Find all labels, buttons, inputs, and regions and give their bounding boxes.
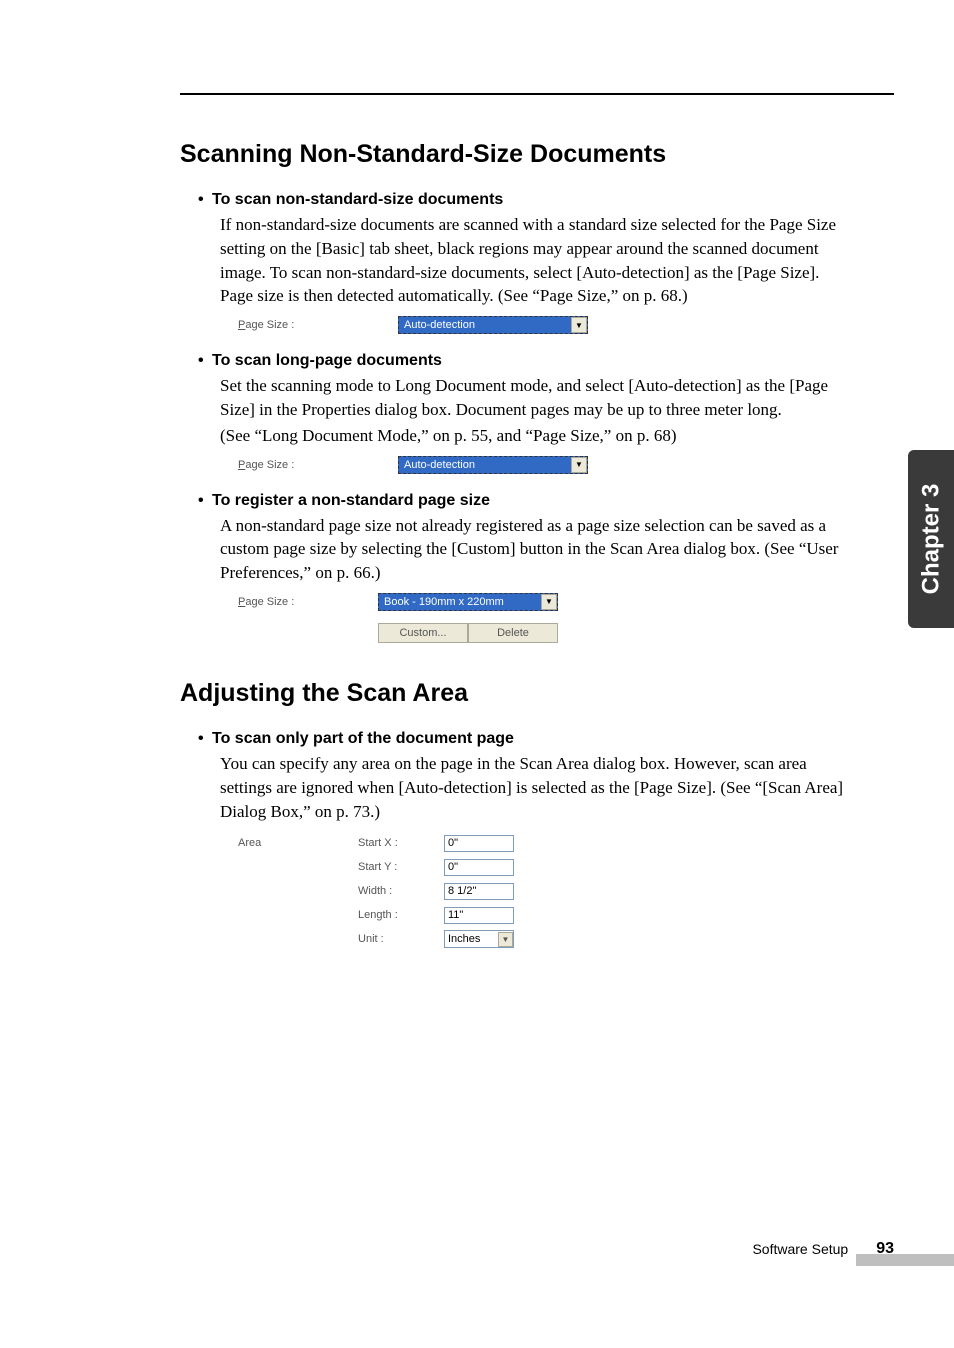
page-size-value-2: Auto-detection <box>399 459 571 471</box>
section2-title: Adjusting the Scan Area <box>180 679 854 708</box>
chevron-down-icon: ▼ <box>498 932 513 947</box>
unit-value: Inches <box>445 933 498 945</box>
width-label: Width : <box>358 885 444 897</box>
bullet-3-body: A non-standard page size not already reg… <box>220 514 854 585</box>
footer-section: Software Setup <box>752 1241 848 1257</box>
delete-button[interactable]: Delete <box>468 623 558 643</box>
page-size-row-3: Page Size : Book - 190mm x 220mm ▼ <box>238 593 854 611</box>
bullet-1-head: •To scan non-standard-size documents <box>198 191 854 209</box>
page-size-value-1: Auto-detection <box>399 319 571 331</box>
startx-input[interactable] <box>444 835 514 852</box>
length-input[interactable] <box>444 907 514 924</box>
bullet-3-head: •To register a non-standard page size <box>198 492 854 510</box>
length-label: Length : <box>358 909 444 921</box>
page-size-label-2: Page Size : <box>238 459 398 471</box>
starty-input[interactable] <box>444 859 514 876</box>
page-size-value-3: Book - 190mm x 220mm <box>379 596 541 608</box>
custom-delete-row: Custom... Delete <box>378 623 558 643</box>
starty-label: Start Y : <box>358 861 444 873</box>
page-size-dropdown-1[interactable]: Auto-detection ▼ <box>398 316 588 334</box>
custom-button[interactable]: Custom... <box>378 623 468 643</box>
bullet-2-head-text: To scan long-page documents <box>212 352 442 369</box>
area-row-startx: Area Start X : <box>238 831 854 855</box>
page-size-dropdown-2[interactable]: Auto-detection ▼ <box>398 456 588 474</box>
bullet-1-head-text: To scan non-standard-size documents <box>212 191 503 208</box>
chevron-down-icon: ▼ <box>571 457 587 473</box>
page-size-row-2: Page Size : Auto-detection ▼ <box>238 456 854 474</box>
bullet-3-head-text: To register a non-standard page size <box>212 492 490 509</box>
bullet-4: •To scan only part of the document page … <box>198 730 854 951</box>
area-heading: Area <box>238 837 358 849</box>
chapter-tab-label: Chapter 3 <box>917 484 945 595</box>
area-row-unit: Unit : Inches ▼ <box>238 927 854 951</box>
page-size-dropdown-3[interactable]: Book - 190mm x 220mm ▼ <box>378 593 558 611</box>
footer-bar <box>856 1254 954 1266</box>
bullet-2: •To scan long-page documents Set the sca… <box>198 352 854 473</box>
bullet-2-body2: (See “Long Document Mode,” on p. 55, and… <box>220 424 854 448</box>
area-row-length: Length : <box>238 903 854 927</box>
chapter-tab: Chapter 3 <box>908 450 954 628</box>
area-row-width: Width : <box>238 879 854 903</box>
chevron-down-icon: ▼ <box>571 317 587 333</box>
bullet-2-body: Set the scanning mode to Long Document m… <box>220 374 854 422</box>
unit-label: Unit : <box>358 933 444 945</box>
chevron-down-icon: ▼ <box>541 594 557 610</box>
startx-label: Start X : <box>358 837 444 849</box>
width-input[interactable] <box>444 883 514 900</box>
top-rule <box>180 93 894 95</box>
unit-dropdown[interactable]: Inches ▼ <box>444 930 514 948</box>
page-size-row-1: Page Size : Auto-detection ▼ <box>238 316 854 334</box>
bullet-4-head: •To scan only part of the document page <box>198 730 854 748</box>
bullet-4-body: You can specify any area on the page in … <box>220 752 854 823</box>
page-size-label-3: Page Size : <box>238 596 378 608</box>
page-size-label-1: Page Size : <box>238 319 398 331</box>
bullet-3: •To register a non-standard page size A … <box>198 492 854 643</box>
bullet-1-body: If non-standard-size documents are scann… <box>220 213 854 308</box>
bullet-1: •To scan non-standard-size documents If … <box>198 191 854 334</box>
bullet-2-head: •To scan long-page documents <box>198 352 854 370</box>
bullet-4-head-text: To scan only part of the document page <box>212 730 514 747</box>
area-group: Area Start X : Start Y : Width : Length … <box>238 831 854 951</box>
section1-title: Scanning Non-Standard-Size Documents <box>180 140 854 169</box>
area-row-starty: Start Y : <box>238 855 854 879</box>
